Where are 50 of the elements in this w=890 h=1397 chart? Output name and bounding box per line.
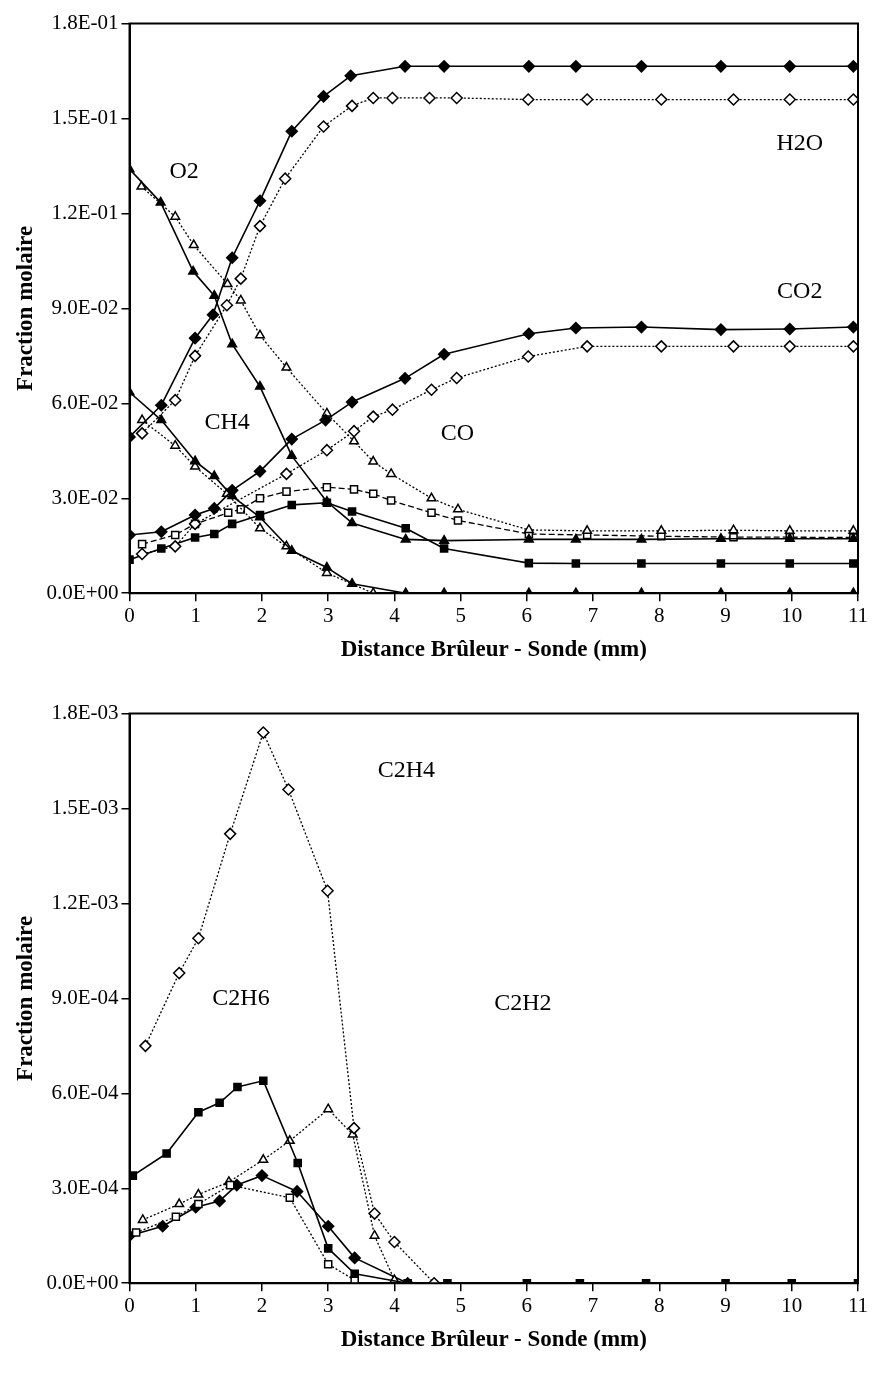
x-tick-label: 11 <box>847 603 869 628</box>
annotation: CH4 <box>204 407 250 434</box>
x-tick-label: 6 <box>521 603 533 628</box>
annotation: C2H2 <box>494 989 552 1016</box>
y-tick-label: 1.5E-03 <box>51 795 119 820</box>
y-tick-label: 3.0E-02 <box>51 484 119 509</box>
x-tick-label: 5 <box>455 1293 466 1318</box>
x-tick-label: 6 <box>521 1293 533 1318</box>
y-tick-label: 1.2E-01 <box>51 199 119 224</box>
annotation: CO <box>440 419 475 446</box>
x-tick-label: 4 <box>389 1293 401 1318</box>
x-tick-label: 3 <box>322 1293 334 1318</box>
annotation: CO2 <box>777 276 823 303</box>
y-tick-label: 1.8E-03 <box>51 700 119 725</box>
x-tick-label: 1 <box>190 603 201 628</box>
x-tick-label: 11 <box>847 1293 869 1318</box>
x-tick-label: 7 <box>587 1293 599 1318</box>
y-axis-title: Fraction molaire <box>11 915 37 1081</box>
y-tick-label: 9.0E-02 <box>51 294 119 319</box>
x-tick-label: 10 <box>781 1293 803 1318</box>
y-tick-label: 1.2E-03 <box>51 889 119 914</box>
y-axis-title: Fraction molaire <box>11 225 37 391</box>
x-tick-label: 7 <box>587 603 599 628</box>
x-tick-label: 4 <box>389 603 401 628</box>
x-tick-label: 2 <box>256 1293 268 1318</box>
x-axis-title: Distance Brûleur - Sonde (mm) <box>340 1326 647 1352</box>
y-tick-label: 0.0E+00 <box>46 1269 119 1294</box>
x-tick-label: 8 <box>654 603 665 628</box>
x-axis-title: Distance Brûleur - Sonde (mm) <box>340 636 647 662</box>
x-tick-label: 9 <box>720 1293 731 1318</box>
y-tick-label: 1.5E-01 <box>51 105 119 130</box>
x-tick-label: 10 <box>781 603 803 628</box>
x-tick-label: 0 <box>124 1293 135 1318</box>
x-tick-label: 3 <box>322 603 334 628</box>
annotation: C2H6 <box>212 983 270 1010</box>
y-tick-label: 9.0E-04 <box>51 984 120 1009</box>
x-tick-label: 1 <box>190 1293 201 1318</box>
x-tick-label: 2 <box>256 603 268 628</box>
x-tick-label: 8 <box>654 1293 665 1318</box>
y-tick-label: 1.8E-01 <box>51 10 119 35</box>
y-tick-label: 6.0E-02 <box>51 389 119 414</box>
y-tick-label: 6.0E-04 <box>51 1079 120 1104</box>
annotation: O2 <box>169 156 199 183</box>
x-tick-label: 0 <box>124 603 135 628</box>
y-tick-label: 3.0E-04 <box>51 1174 120 1199</box>
x-tick-label: 9 <box>720 603 731 628</box>
y-tick-label: 0.0E+00 <box>46 579 119 604</box>
annotation: C2H4 <box>377 755 436 782</box>
annotation: H2O <box>776 128 824 155</box>
x-tick-label: 5 <box>455 603 466 628</box>
